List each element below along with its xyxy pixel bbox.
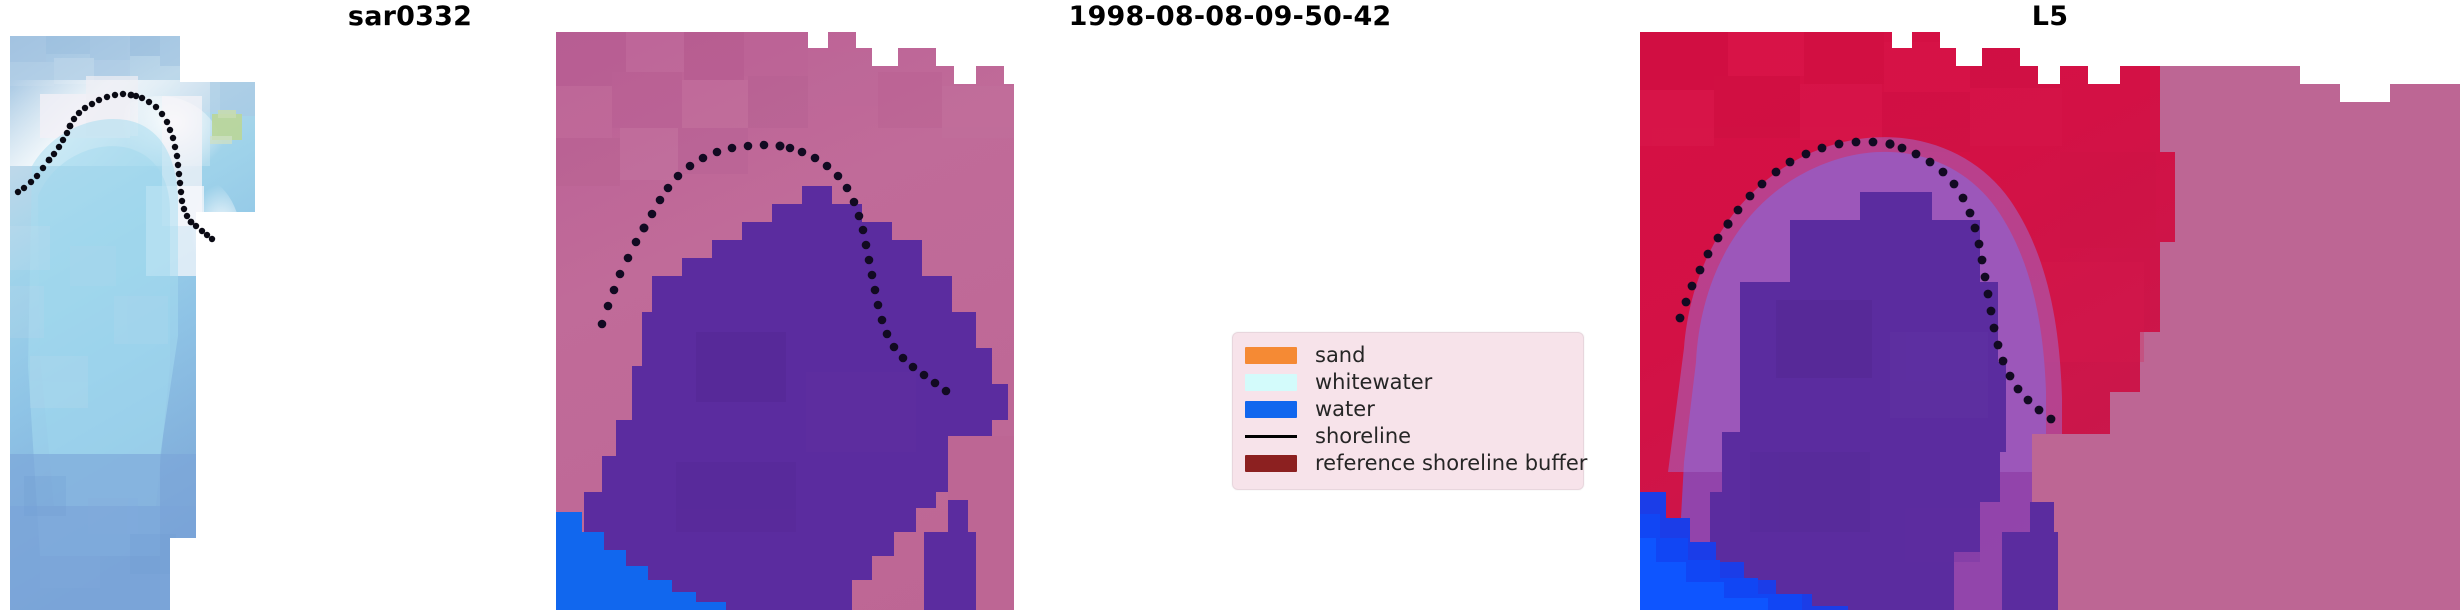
legend-label-sand: sand xyxy=(1315,343,1366,367)
panel-l5: L5 xyxy=(1640,0,2460,610)
water-class-region xyxy=(584,186,1008,610)
legend-label-water: water xyxy=(1315,397,1375,421)
legend-item-reference-buffer: reference shoreline buffer xyxy=(1245,450,1587,477)
reference-buffer-swatch-icon xyxy=(1245,455,1297,472)
l5-image xyxy=(1640,32,2460,610)
legend-label-reference-buffer: reference shoreline buffer xyxy=(1315,451,1588,475)
legend-label-whitewater: whitewater xyxy=(1315,370,1433,394)
sand-swatch-icon xyxy=(1245,347,1297,364)
shoreline-line-icon xyxy=(1245,428,1297,445)
water-class-region-l5 xyxy=(1698,192,2006,610)
legend-label-shoreline: shoreline xyxy=(1315,424,1412,448)
axes-l5 xyxy=(1100,32,2460,610)
panel-title-classified: 1998-08-08-09-50-42 xyxy=(1068,1,1392,32)
shoreline-dots-classified xyxy=(597,140,951,396)
shoreline-dots-l5 xyxy=(1675,137,2056,424)
axes-sar xyxy=(10,36,255,610)
panel-title-l5: L5 xyxy=(2031,1,2069,32)
panel-title-sar: sar0332 xyxy=(347,1,473,32)
axes-classified xyxy=(556,32,1324,610)
shoreline-dots-sar xyxy=(14,90,216,243)
panel-sar: sar0332 xyxy=(0,0,820,610)
legend-item-water: water xyxy=(1245,396,1571,423)
legend: sand whitewater water shoreline referenc… xyxy=(1232,332,1587,490)
whitewater-swatch-icon xyxy=(1245,374,1297,391)
sar-image xyxy=(10,36,255,610)
legend-item-shoreline: shoreline xyxy=(1245,423,1571,450)
legend-item-sand: sand xyxy=(1245,342,1571,369)
legend-item-whitewater: whitewater xyxy=(1245,369,1571,396)
panel-classified: 1998-08-08-09-50-42 xyxy=(556,0,1640,610)
water-swatch-icon xyxy=(1245,401,1297,418)
classified-image xyxy=(556,32,1014,610)
